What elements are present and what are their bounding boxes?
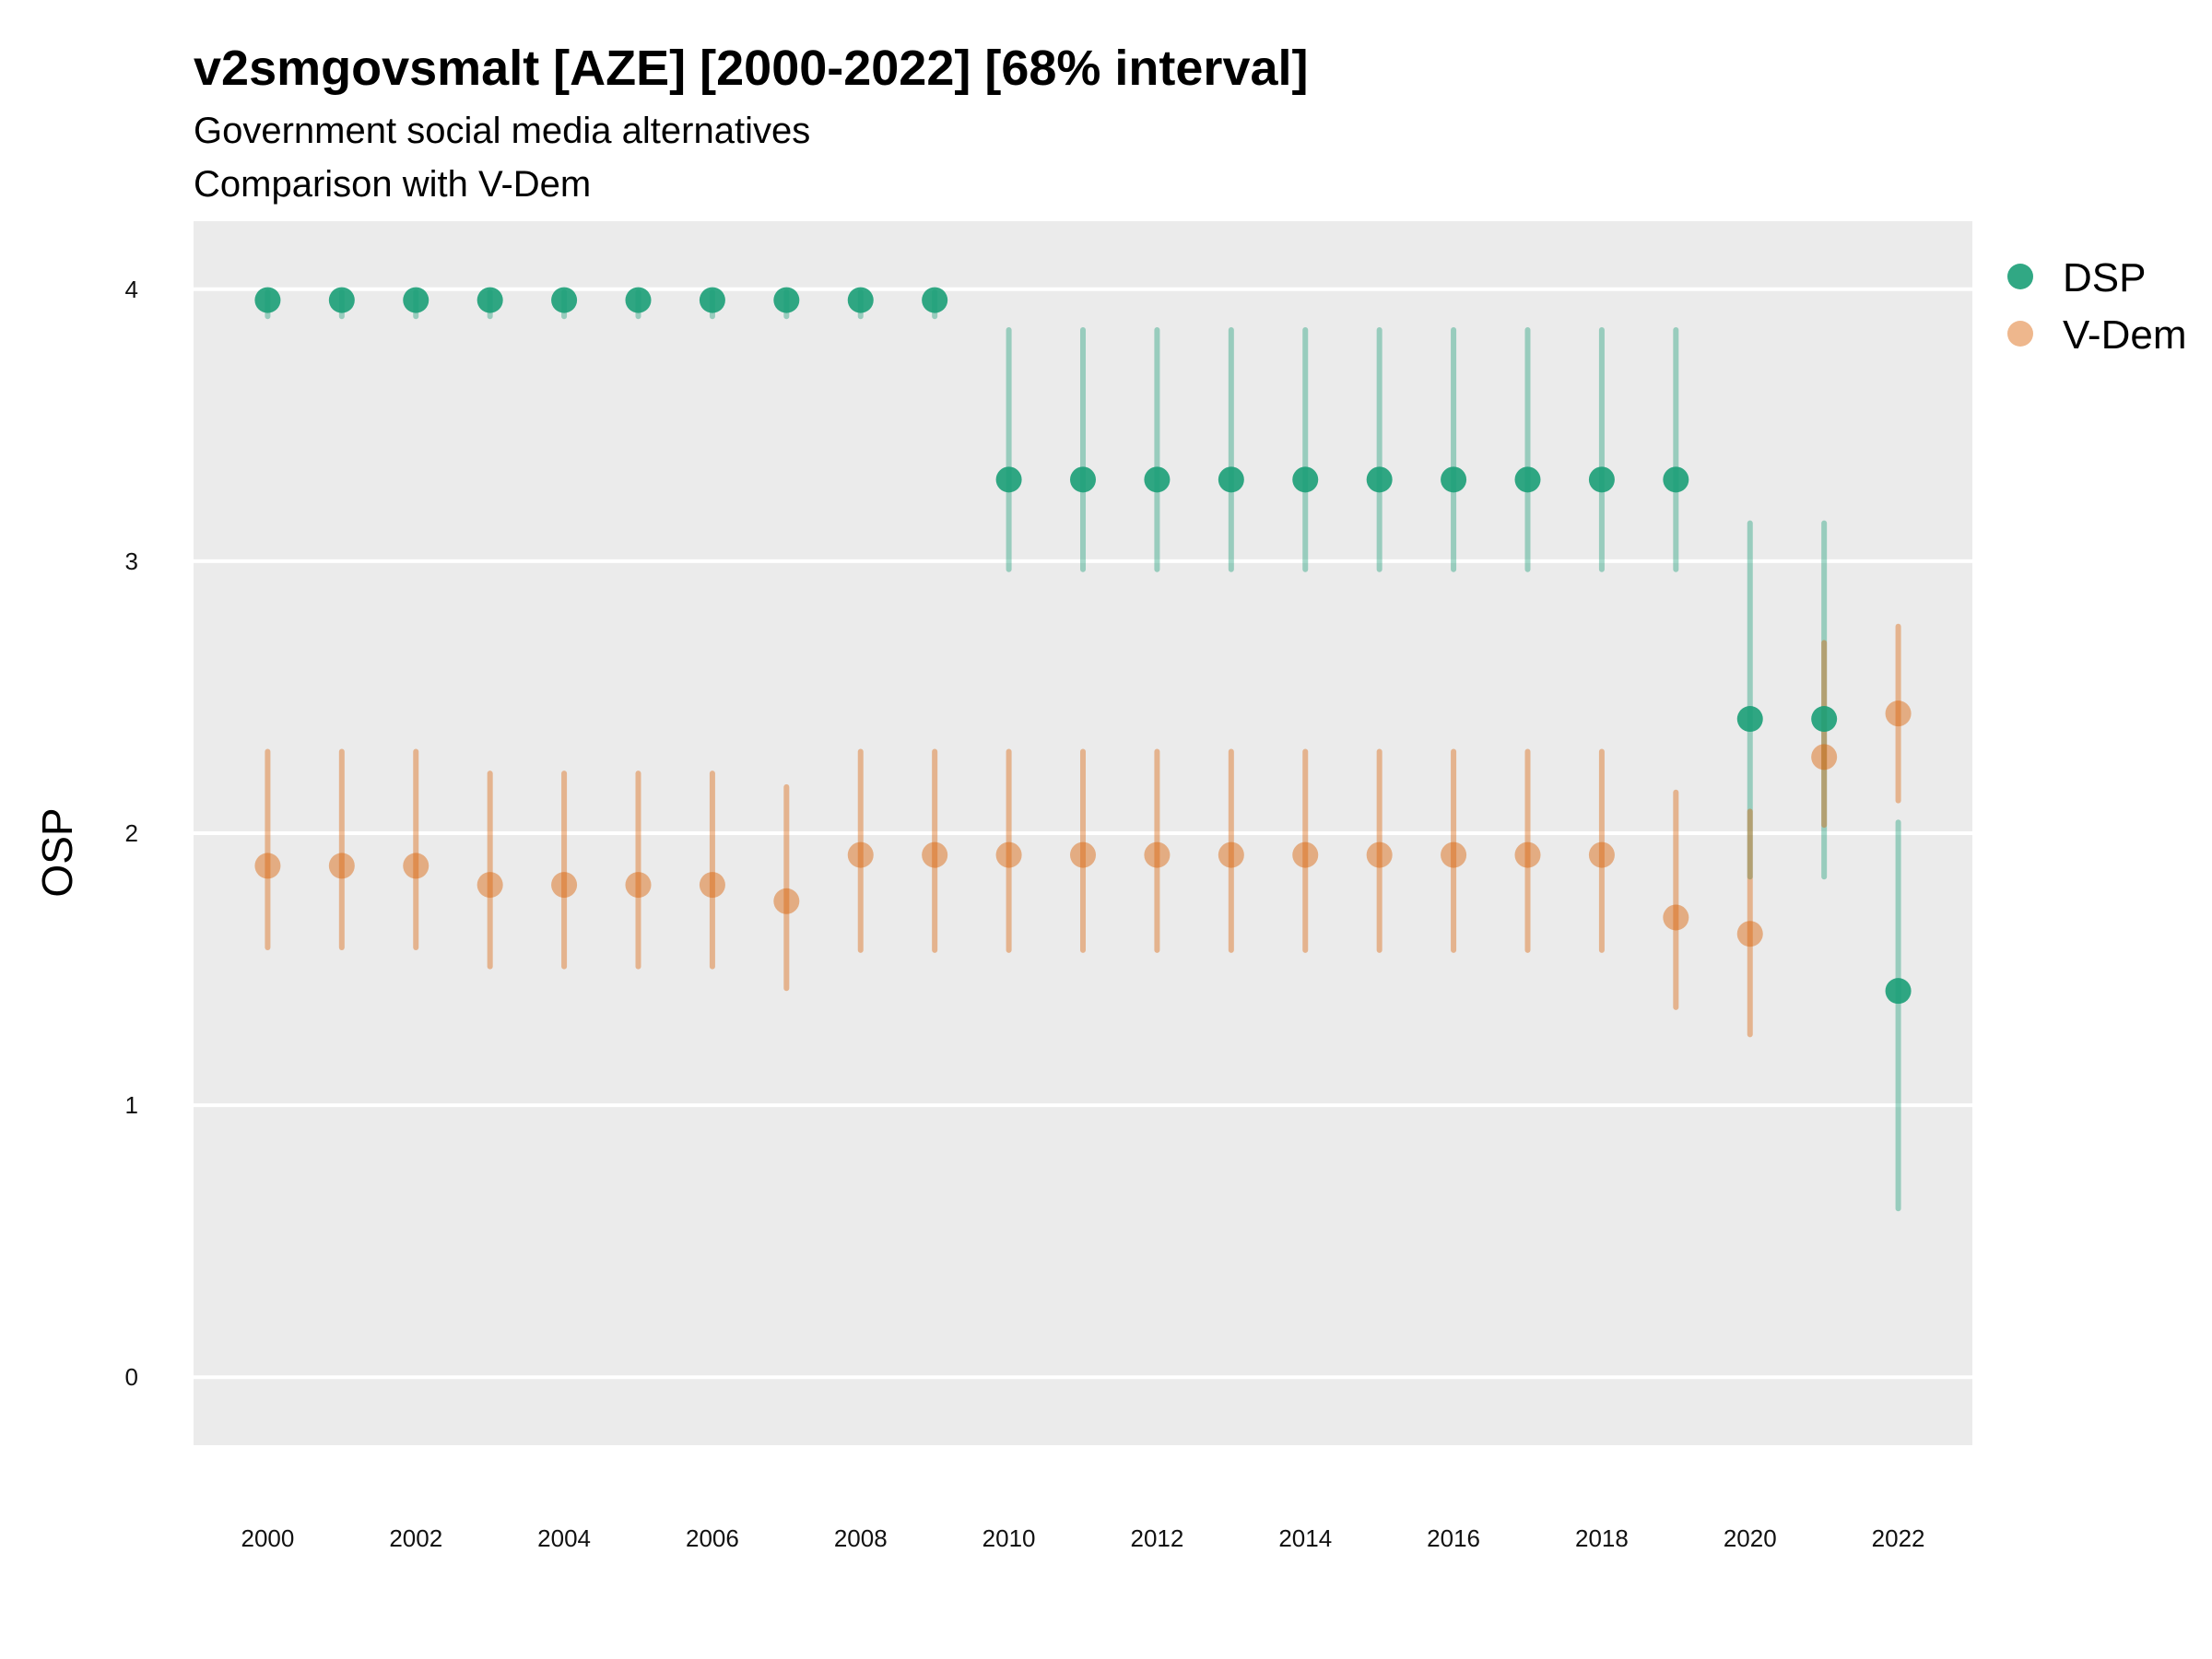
point-vdem-2011 bbox=[1070, 841, 1096, 868]
y-tick-label-3: 3 bbox=[125, 547, 138, 575]
chart-subtitle: Government social media alternatives bbox=[194, 111, 810, 151]
point-dsp-2010 bbox=[995, 466, 1022, 493]
series-dsp-points bbox=[254, 287, 1912, 1005]
point-dsp-2009 bbox=[922, 287, 948, 313]
x-tick-label-2016: 2016 bbox=[1427, 1524, 1480, 1552]
point-dsp-2016 bbox=[1441, 466, 1467, 493]
point-vdem-2003 bbox=[477, 872, 503, 899]
legend: DSP V-Dem bbox=[2007, 255, 2186, 358]
chart-title: v2smgovsmalt [AZE] [2000-2022] [68% inte… bbox=[194, 41, 1309, 96]
point-dsp-2001 bbox=[328, 287, 355, 313]
x-tick-label-2010: 2010 bbox=[982, 1524, 1036, 1552]
point-vdem-2022 bbox=[1885, 700, 1912, 727]
point-dsp-2019 bbox=[1663, 466, 1689, 493]
point-vdem-2004 bbox=[551, 872, 578, 899]
point-dsp-2013 bbox=[1218, 466, 1244, 493]
point-vdem-2006 bbox=[699, 872, 725, 899]
point-dsp-2011 bbox=[1070, 466, 1096, 493]
point-dsp-2002 bbox=[403, 287, 429, 313]
y-tick-label-4: 4 bbox=[125, 276, 138, 303]
point-dsp-2015 bbox=[1366, 466, 1393, 493]
point-dsp-2005 bbox=[625, 287, 652, 313]
point-vdem-2018 bbox=[1588, 841, 1615, 868]
point-dsp-2004 bbox=[551, 287, 578, 313]
point-vdem-2020 bbox=[1736, 921, 1763, 947]
point-dsp-2003 bbox=[477, 287, 503, 313]
series-layer bbox=[254, 287, 1912, 1212]
point-vdem-2007 bbox=[773, 888, 800, 914]
x-tick-label-2020: 2020 bbox=[1724, 1524, 1777, 1552]
point-vdem-2021 bbox=[1811, 744, 1838, 771]
y-tick-label-0: 0 bbox=[125, 1363, 138, 1391]
point-vdem-2017 bbox=[1514, 841, 1541, 868]
point-dsp-2000 bbox=[254, 287, 281, 313]
x-tick-label-2004: 2004 bbox=[537, 1524, 591, 1552]
y-tick-labels: 0 1 2 3 4 bbox=[125, 276, 138, 1391]
point-vdem-2013 bbox=[1218, 841, 1244, 868]
x-tick-label-2012: 2012 bbox=[1130, 1524, 1183, 1552]
x-tick-labels: 2000 2002 2004 2006 2008 2010 2012 2014 2016 2018… bbox=[241, 1524, 1924, 1552]
legend-label-vdem: V-Dem bbox=[2063, 312, 2186, 358]
point-vdem-2000 bbox=[254, 853, 281, 879]
chart-subtitle-2: Comparison with V-Dem bbox=[194, 164, 591, 205]
x-tick-label-2000: 2000 bbox=[241, 1524, 294, 1552]
x-tick-label-2018: 2018 bbox=[1575, 1524, 1629, 1552]
point-vdem-2012 bbox=[1144, 841, 1171, 868]
point-vdem-2016 bbox=[1441, 841, 1467, 868]
grid-lines bbox=[194, 287, 1972, 1380]
x-tick-label-2006: 2006 bbox=[686, 1524, 739, 1552]
point-dsp-2018 bbox=[1588, 466, 1615, 493]
y-tick-label-1: 1 bbox=[125, 1091, 138, 1119]
series-vdem-intervals bbox=[265, 623, 1901, 1038]
point-vdem-2008 bbox=[847, 841, 874, 868]
x-tick-label-2014: 2014 bbox=[1278, 1524, 1332, 1552]
point-vdem-2014 bbox=[1292, 841, 1319, 868]
point-vdem-2015 bbox=[1366, 841, 1393, 868]
point-dsp-2007 bbox=[773, 287, 800, 313]
point-dsp-2006 bbox=[699, 287, 725, 313]
point-dsp-2020 bbox=[1736, 706, 1763, 733]
point-dsp-2014 bbox=[1292, 466, 1319, 493]
point-vdem-2005 bbox=[625, 872, 652, 899]
point-dsp-2012 bbox=[1144, 466, 1171, 493]
legend-marker-vdem bbox=[2007, 321, 2033, 347]
point-dsp-2017 bbox=[1514, 466, 1541, 493]
point-dsp-2022 bbox=[1885, 978, 1912, 1005]
x-tick-label-2002: 2002 bbox=[389, 1524, 442, 1552]
point-dsp-2021 bbox=[1811, 706, 1838, 733]
legend-marker-dsp bbox=[2007, 264, 2033, 289]
point-vdem-2009 bbox=[922, 841, 948, 868]
point-vdem-2019 bbox=[1663, 904, 1689, 931]
x-tick-label-2008: 2008 bbox=[834, 1524, 888, 1552]
point-vdem-2001 bbox=[328, 853, 355, 879]
x-tick-label-2022: 2022 bbox=[1872, 1524, 1925, 1552]
point-vdem-2002 bbox=[403, 853, 429, 879]
point-vdem-2010 bbox=[995, 841, 1022, 868]
y-axis-label: OSP bbox=[33, 807, 81, 897]
series-vdem-points bbox=[254, 700, 1912, 947]
y-tick-label-2: 2 bbox=[125, 819, 138, 847]
point-dsp-2008 bbox=[847, 287, 874, 313]
legend-label-dsp: DSP bbox=[2063, 255, 2146, 300]
